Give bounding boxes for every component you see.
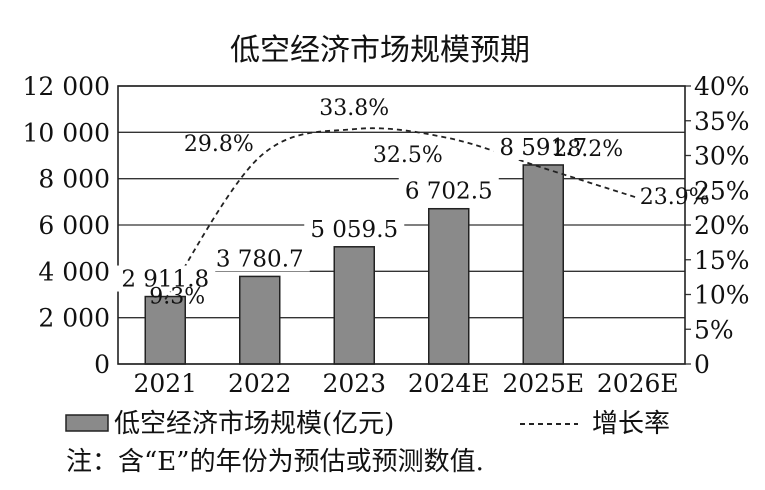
bar-label-bg: [304, 215, 405, 242]
growth-rate-label: 33.8%: [319, 96, 389, 121]
right-tick-label: 25%: [694, 176, 750, 205]
bar: [522, 164, 564, 365]
x-tick-label: 2024E: [408, 369, 490, 398]
bar: [333, 246, 375, 365]
right-tick-label: 30%: [694, 142, 750, 171]
right-tick-label: 0: [694, 350, 710, 379]
right-tick-label: 5%: [694, 315, 734, 344]
left-tick-label: 8 000: [38, 165, 110, 194]
growth-rate-label: 23.9%: [640, 185, 710, 210]
left-tick-label: 10 000: [23, 118, 110, 147]
growth-line: [164, 127, 639, 300]
chart-title: 低空经济市场规模预期: [230, 33, 530, 68]
bar-value-label: 6 702.5: [405, 179, 493, 205]
bar-label-bg: [493, 133, 594, 160]
growth-rate-label: 29.8%: [184, 132, 254, 157]
bars: [144, 164, 564, 365]
x-tick-label: 2021: [133, 369, 197, 398]
legend: 低空经济市场规模(亿元) 增长率: [65, 409, 670, 439]
left-tick-label: 4 000: [38, 257, 110, 286]
growth-rate-label: 28.2%: [553, 137, 623, 162]
plot-frame: [117, 85, 686, 365]
data-labels: 2 911.8 3 780.75 059.5 6 702.58 591.7 9.3% 2…: [115, 96, 710, 309]
bar-label-bg: [115, 265, 216, 292]
growth-rate-label: 32.5%: [373, 143, 443, 168]
growth-rate-line: [164, 127, 639, 300]
right-tick-label: 40%: [694, 72, 750, 101]
x-tick-label: 2025E: [502, 369, 584, 398]
bar: [239, 275, 281, 365]
bar-label-bg: [398, 177, 499, 204]
left-tick-label: 0: [94, 350, 110, 379]
left-tick-label: 2 000: [38, 304, 110, 333]
bar-value-label: 8 591.7: [499, 135, 587, 161]
left-tick-label: 12 000: [23, 72, 110, 101]
bar-label-bg: [209, 245, 310, 272]
left-tick-label: 6 000: [38, 211, 110, 240]
legend-bar-label: 低空经济市场规模(亿元): [114, 409, 394, 439]
x-tick-label: 2022: [228, 369, 292, 398]
x-tick-label: 2023: [322, 369, 386, 398]
growth-rate-label: 9.3%: [149, 284, 205, 309]
bar: [428, 207, 470, 365]
legend-line-label: 增长率: [592, 409, 670, 439]
right-tick-label: 20%: [694, 211, 750, 240]
right-tick-label: 35%: [694, 107, 750, 136]
bar-value-label: 5 059.5: [310, 217, 398, 243]
legend-bar-swatch: [65, 414, 109, 432]
axes: 0 2 000 4 000 6 000 8 000 10 000 12 000 0 5% 10% 1…: [23, 72, 750, 398]
x-tick-label: 2026E: [597, 369, 679, 398]
chart-note: 注：含“E”的年份为预估或预测数值.: [66, 447, 484, 477]
right-tick-label: 15%: [694, 246, 750, 275]
bar-value-label: 2 911.8: [121, 267, 209, 293]
right-tick-label: 10%: [694, 281, 750, 310]
bar-value-label: 3 780.7: [216, 246, 304, 272]
